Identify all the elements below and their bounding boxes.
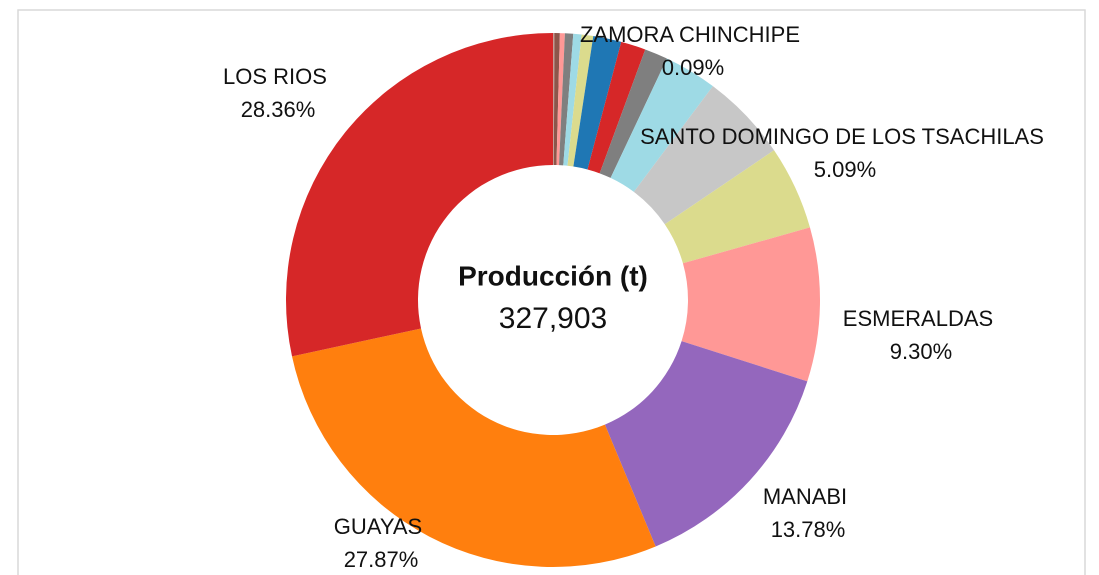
value-label: 5.09% [814,157,876,182]
slice [556,33,565,166]
slice [292,328,656,567]
slice-label: GUAYAS [334,514,422,539]
slice [286,33,553,357]
slice [633,86,775,225]
slice [553,33,555,166]
value-label: 27.87% [344,547,419,572]
slice [587,41,646,174]
value-label: 13.78% [771,517,846,542]
slice [610,58,713,192]
slice-label: ESMERALDAS [843,306,993,331]
slice [559,33,574,166]
slice [664,150,810,264]
slice-label: LOS RIOS [223,64,327,89]
slice [681,227,821,382]
donut [286,33,821,567]
slice-label: MANABI [763,484,847,509]
slice [553,33,560,166]
slice [599,49,667,178]
chart-frame [17,9,1086,575]
slice [604,341,808,547]
value-label: 28.36% [241,97,316,122]
value-label: 0.09% [662,55,724,80]
slice [563,33,582,166]
slice-label: SANTO DOMINGO DE LOS TSACHILAS [640,124,1044,149]
center-value: 327,903 [499,302,607,335]
slice [567,34,594,167]
slice-label: ZAMORA CHINCHIPE [580,22,800,47]
value-label: 9.30% [890,339,952,364]
slice [573,36,622,170]
center-title: Producción (t) [458,260,648,291]
